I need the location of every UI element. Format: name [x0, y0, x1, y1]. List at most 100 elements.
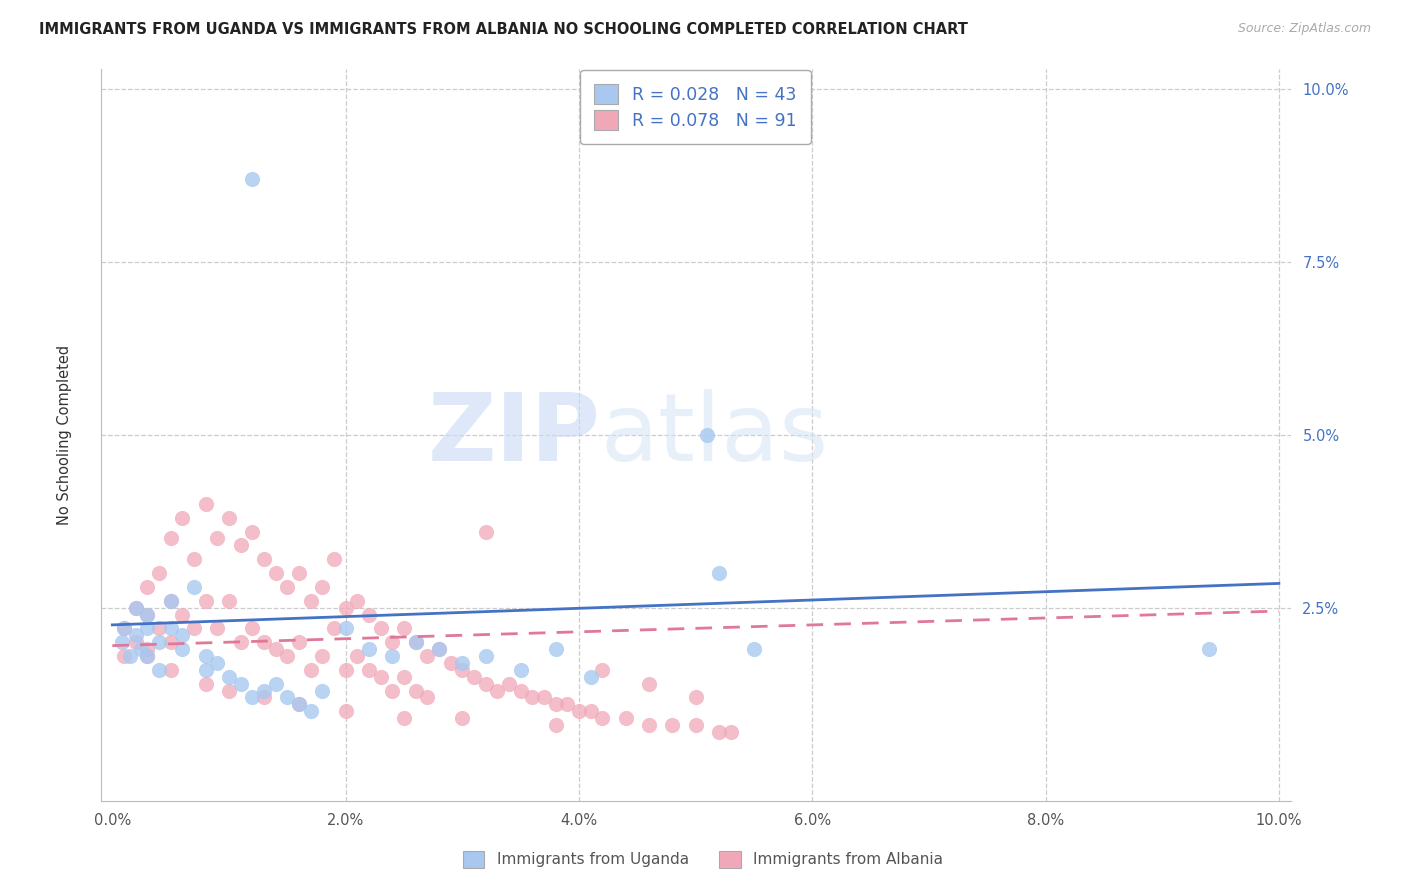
Point [240, 621, 263, 635]
Point [335, 704, 357, 718]
Point [474, 676, 496, 690]
Point [136, 648, 159, 663]
Point [240, 524, 263, 539]
Point [474, 648, 496, 663]
Point [568, 704, 591, 718]
Point [253, 683, 276, 698]
Point [311, 683, 333, 698]
Text: ZIP: ZIP [427, 389, 600, 481]
Point [544, 718, 567, 732]
Y-axis label: No Schooling Completed: No Schooling Completed [58, 345, 72, 524]
Point [416, 648, 439, 663]
Point [533, 690, 555, 705]
Point [299, 593, 322, 607]
Point [264, 642, 287, 657]
Point [323, 552, 346, 566]
Text: atlas: atlas [600, 389, 828, 481]
Point [124, 600, 146, 615]
Point [136, 607, 159, 622]
Point [253, 552, 276, 566]
Point [194, 593, 217, 607]
Point [136, 607, 159, 622]
Point [264, 566, 287, 580]
Point [405, 635, 427, 649]
Point [707, 566, 730, 580]
Point [463, 670, 485, 684]
Point [240, 172, 263, 186]
Point [451, 663, 474, 677]
Point [357, 642, 380, 657]
Point [357, 607, 380, 622]
Point [299, 663, 322, 677]
Point [159, 593, 181, 607]
Point [381, 648, 404, 663]
Point [194, 676, 217, 690]
Point [509, 663, 531, 677]
Point [159, 621, 181, 635]
Point [614, 711, 637, 725]
Point [742, 642, 765, 657]
Point [148, 621, 170, 635]
Point [299, 704, 322, 718]
Legend: R = 0.028   N = 43, R = 0.078   N = 91: R = 0.028 N = 43, R = 0.078 N = 91 [581, 70, 811, 144]
Text: Source: ZipAtlas.com: Source: ZipAtlas.com [1237, 22, 1371, 36]
Point [451, 711, 474, 725]
Point [111, 635, 134, 649]
Point [335, 600, 357, 615]
Point [183, 552, 205, 566]
Point [218, 510, 240, 524]
Point [685, 718, 707, 732]
Point [136, 580, 159, 594]
Point [370, 621, 392, 635]
Point [591, 663, 613, 677]
Legend: Immigrants from Uganda, Immigrants from Albania: Immigrants from Uganda, Immigrants from … [457, 845, 949, 873]
Point [240, 690, 263, 705]
Point [392, 711, 415, 725]
Point [498, 676, 520, 690]
Point [685, 690, 707, 705]
Point [427, 642, 450, 657]
Point [579, 670, 602, 684]
Point [148, 566, 170, 580]
Point [172, 607, 194, 622]
Point [207, 656, 229, 670]
Point [486, 683, 509, 698]
Point [661, 718, 683, 732]
Point [591, 711, 613, 725]
Point [159, 663, 181, 677]
Point [124, 628, 146, 642]
Point [112, 621, 135, 635]
Point [474, 524, 496, 539]
Point [172, 510, 194, 524]
Point [288, 698, 311, 712]
Point [346, 593, 368, 607]
Point [579, 704, 602, 718]
Point [148, 635, 170, 649]
Point [392, 670, 415, 684]
Point [335, 621, 357, 635]
Point [172, 628, 194, 642]
Point [172, 642, 194, 657]
Point [136, 621, 159, 635]
Point [136, 648, 159, 663]
Point [207, 532, 229, 546]
Point [131, 642, 153, 657]
Point [311, 648, 333, 663]
Point [555, 698, 578, 712]
Point [638, 676, 661, 690]
Point [1198, 642, 1220, 657]
Point [253, 635, 276, 649]
Point [183, 580, 205, 594]
Point [148, 663, 170, 677]
Point [124, 635, 146, 649]
Point [229, 676, 252, 690]
Point [381, 683, 404, 698]
Point [416, 690, 439, 705]
Point [370, 670, 392, 684]
Point [509, 683, 531, 698]
Point [218, 683, 240, 698]
Point [405, 635, 427, 649]
Point [638, 718, 661, 732]
Point [696, 427, 718, 442]
Point [218, 593, 240, 607]
